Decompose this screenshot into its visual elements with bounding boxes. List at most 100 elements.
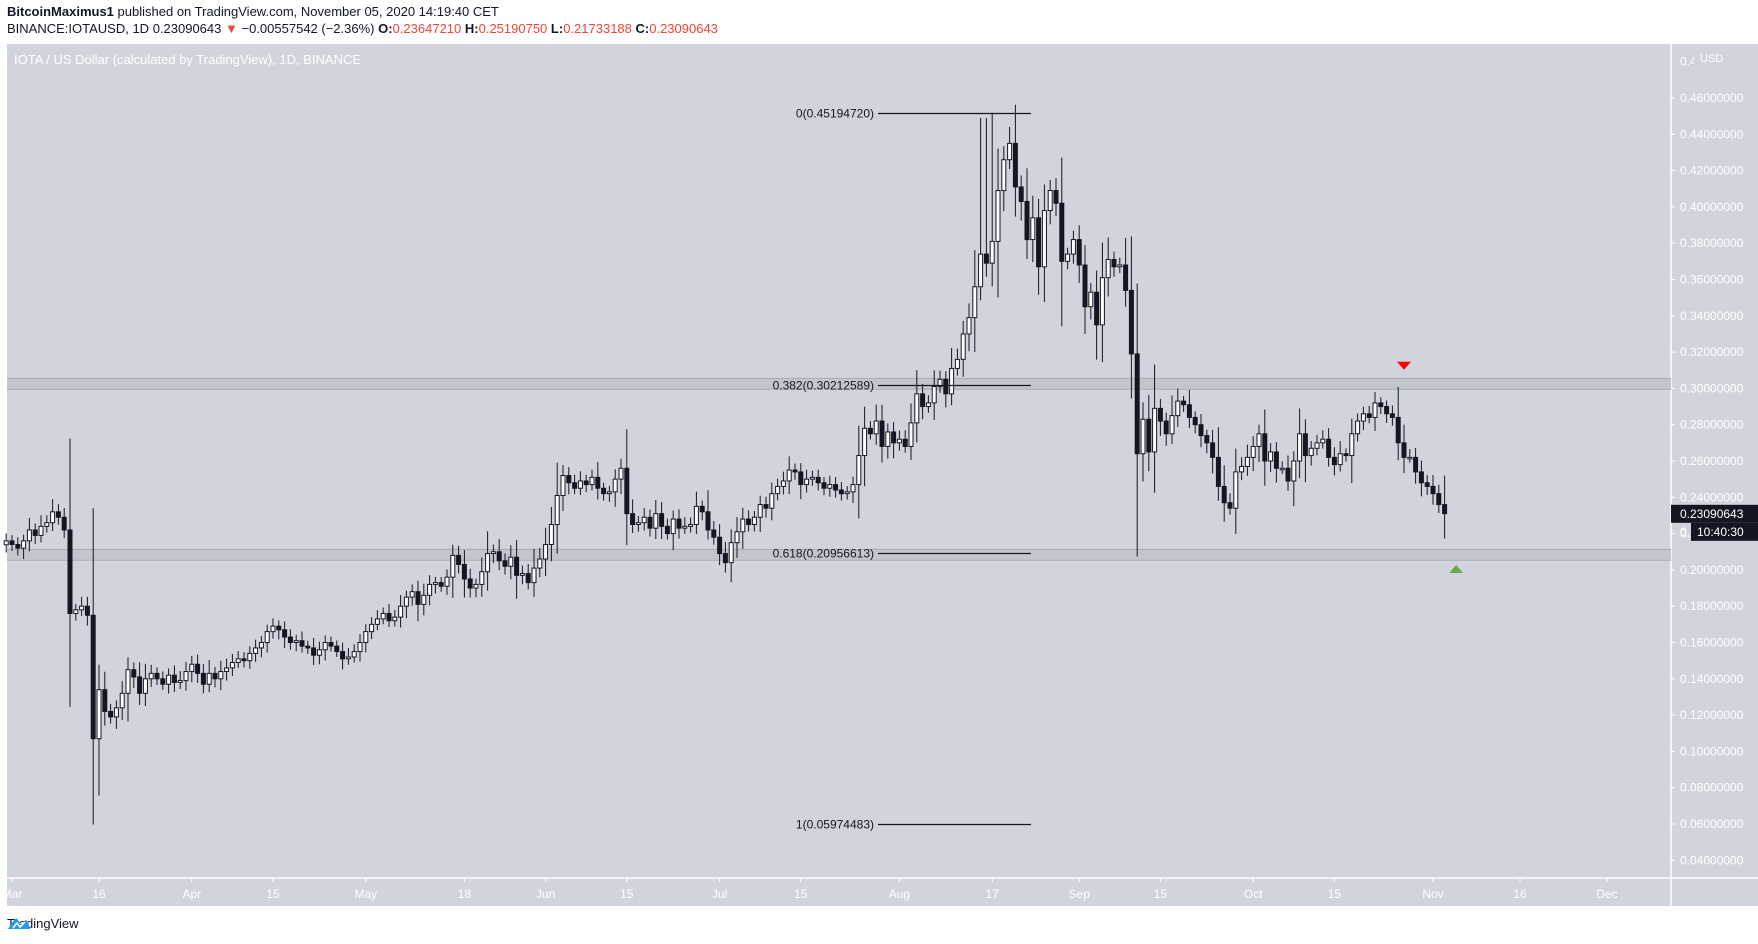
- symbol-ohlc-line: BINANCE:IOTAUSD, 1D 0.23090643 ▼ −0.0055…: [7, 21, 718, 36]
- time-tick-label: 15: [1328, 887, 1342, 901]
- candle: [1117, 257, 1123, 274]
- candle: [461, 550, 467, 598]
- svg-text:0.23090643: 0.23090643: [1680, 507, 1744, 521]
- candle: [1128, 236, 1134, 399]
- candle: [1273, 442, 1279, 483]
- candle: [525, 563, 531, 590]
- candle: [334, 640, 340, 657]
- candle: [1175, 388, 1181, 427]
- price-tick-label: 0.14000000: [1680, 672, 1744, 686]
- candle: [978, 117, 984, 301]
- candle: [1389, 405, 1395, 426]
- chart-area[interactable]: [7, 44, 1758, 906]
- candle: [1204, 429, 1210, 454]
- candle: [867, 421, 873, 440]
- candle: [253, 639, 259, 662]
- price-tick-label: 0.18000000: [1680, 599, 1744, 613]
- candle: [966, 303, 972, 352]
- published-text: published on TradingView.com, November 0…: [117, 4, 499, 19]
- candle: [1198, 413, 1204, 448]
- currency-label[interactable]: USD: [1700, 53, 1723, 65]
- candle: [1285, 455, 1291, 491]
- candle: [543, 527, 549, 577]
- candle: [595, 462, 601, 500]
- candle: [554, 462, 560, 554]
- candle: [166, 668, 172, 694]
- candle: [345, 648, 351, 665]
- svg-text:0.: 0.: [1680, 525, 1690, 539]
- price-tick-label: 0.42000000: [1680, 164, 1744, 178]
- candle: [73, 604, 79, 621]
- candle: [119, 681, 125, 720]
- candle: [427, 575, 433, 606]
- candle: [548, 506, 554, 562]
- candle: [224, 658, 230, 681]
- candle: [833, 477, 839, 498]
- candle: [96, 664, 102, 796]
- candle: [914, 370, 920, 443]
- candle: [531, 548, 537, 598]
- candle: [322, 635, 328, 661]
- price-tick-label: 0.06000000: [1680, 817, 1744, 831]
- candle: [258, 636, 264, 658]
- candle: [316, 641, 322, 665]
- candle: [925, 395, 931, 413]
- candle: [711, 521, 717, 545]
- candle: [1343, 448, 1349, 462]
- candle: [363, 624, 369, 653]
- candle: [403, 590, 409, 619]
- candle: [137, 662, 143, 705]
- fib-level-label: 0(0.45194720): [796, 107, 874, 121]
- candle: [1337, 441, 1343, 472]
- candle: [954, 348, 960, 376]
- candle: [84, 596, 90, 626]
- candle: [1227, 493, 1233, 515]
- candle: [1094, 270, 1100, 360]
- candle: [566, 467, 572, 495]
- candle: [891, 422, 897, 459]
- candle: [305, 640, 311, 654]
- price-tick-label: 0.26000000: [1680, 454, 1744, 468]
- candle: [514, 540, 520, 599]
- high-value: 0.25190750: [478, 21, 548, 36]
- candle: [276, 620, 282, 640]
- candle: [601, 482, 607, 501]
- time-tick-label: 18: [458, 887, 472, 901]
- candle: [1372, 391, 1378, 431]
- price-tick-label: 0.32000000: [1680, 345, 1744, 359]
- high-label: H:: [464, 21, 479, 36]
- candle: [1279, 461, 1285, 474]
- candle: [1030, 195, 1036, 263]
- candle: [229, 653, 235, 676]
- low-value: 0.21733188: [563, 21, 632, 36]
- candle: [55, 504, 61, 525]
- candle: [1163, 412, 1169, 446]
- tradingview-footer[interactable]: TradingView: [7, 916, 79, 931]
- candle: [200, 664, 206, 694]
- candle: [827, 475, 833, 497]
- candle: [885, 423, 891, 459]
- candle: [1047, 180, 1053, 225]
- candle: [1331, 447, 1337, 476]
- author-name[interactable]: BitcoinMaximus1: [7, 4, 114, 19]
- candle: [241, 652, 247, 668]
- candle: [896, 430, 902, 451]
- candle: [972, 250, 978, 353]
- candle: [1291, 451, 1297, 507]
- svg-text:10:40:30: 10:40:30: [1697, 525, 1744, 539]
- candle: [479, 557, 485, 597]
- low-label: L:: [550, 21, 564, 36]
- candle: [1186, 389, 1192, 429]
- candle: [1256, 424, 1262, 463]
- candle: [392, 610, 398, 627]
- price-tick-label: 0.44000000: [1680, 127, 1744, 141]
- candle: [659, 502, 665, 539]
- candle: [838, 482, 844, 501]
- candle: [1314, 434, 1320, 456]
- fib-level-label: 0.618(0.20956613): [773, 547, 874, 561]
- candle: [270, 618, 276, 639]
- candle: [798, 463, 804, 500]
- time-tick-label: Sep: [1069, 887, 1091, 901]
- candle: [1302, 419, 1308, 483]
